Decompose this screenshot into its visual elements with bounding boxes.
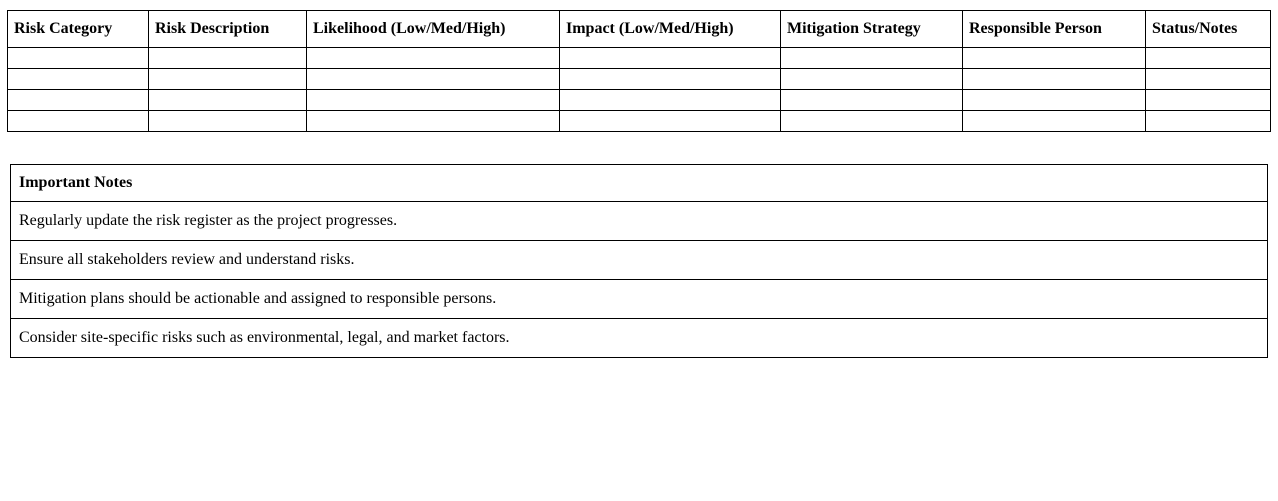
note-text: Mitigation plans should be actionable an… [10, 279, 1268, 319]
empty-cell[interactable] [148, 68, 307, 90]
empty-cell[interactable] [306, 47, 560, 69]
empty-cell[interactable] [780, 68, 963, 90]
empty-cell[interactable] [559, 110, 781, 132]
column-header-mitigation: Mitigation Strategy [780, 10, 963, 48]
empty-cell[interactable] [148, 110, 307, 132]
empty-cell[interactable] [1145, 47, 1271, 69]
empty-cell[interactable] [148, 89, 307, 111]
empty-cell[interactable] [962, 47, 1146, 69]
note-row: Consider site-specific risks such as env… [10, 318, 1268, 358]
empty-cell[interactable] [7, 110, 149, 132]
risk-table-header-row: Risk Category Risk Description Likelihoo… [7, 10, 1271, 48]
empty-cell[interactable] [962, 89, 1146, 111]
table-row [7, 110, 1271, 132]
note-text: Ensure all stakeholders review and under… [10, 240, 1268, 280]
column-header-impact: Impact (Low/Med/High) [559, 10, 781, 48]
empty-cell[interactable] [559, 47, 781, 69]
table-row [7, 47, 1271, 69]
note-text: Regularly update the risk register as th… [10, 201, 1268, 241]
empty-cell[interactable] [306, 110, 560, 132]
note-row: Ensure all stakeholders review and under… [10, 240, 1268, 280]
important-notes-table: Important Notes Regularly update the ris… [10, 164, 1268, 358]
column-header-responsible: Responsible Person [962, 10, 1146, 48]
empty-cell[interactable] [7, 89, 149, 111]
empty-cell[interactable] [1145, 89, 1271, 111]
notes-header-row: Important Notes [10, 164, 1268, 202]
empty-cell[interactable] [148, 47, 307, 69]
empty-cell[interactable] [306, 68, 560, 90]
empty-cell[interactable] [7, 47, 149, 69]
empty-cell[interactable] [962, 110, 1146, 132]
table-row [7, 89, 1271, 111]
note-text: Consider site-specific risks such as env… [10, 318, 1268, 358]
empty-cell[interactable] [780, 110, 963, 132]
empty-cell[interactable] [1145, 68, 1271, 90]
risk-register-table: Risk Category Risk Description Likelihoo… [7, 10, 1271, 132]
empty-cell[interactable] [962, 68, 1146, 90]
column-header-status-notes: Status/Notes [1145, 10, 1271, 48]
notes-title: Important Notes [10, 164, 1268, 202]
table-row [7, 68, 1271, 90]
empty-cell[interactable] [306, 89, 560, 111]
column-header-risk-category: Risk Category [7, 10, 149, 48]
empty-cell[interactable] [7, 68, 149, 90]
empty-cell[interactable] [559, 68, 781, 90]
empty-cell[interactable] [1145, 110, 1271, 132]
note-row: Regularly update the risk register as th… [10, 201, 1268, 241]
empty-cell[interactable] [780, 47, 963, 69]
empty-cell[interactable] [559, 89, 781, 111]
note-row: Mitigation plans should be actionable an… [10, 279, 1268, 319]
column-header-risk-description: Risk Description [148, 10, 307, 48]
column-header-likelihood: Likelihood (Low/Med/High) [306, 10, 560, 48]
empty-cell[interactable] [780, 89, 963, 111]
